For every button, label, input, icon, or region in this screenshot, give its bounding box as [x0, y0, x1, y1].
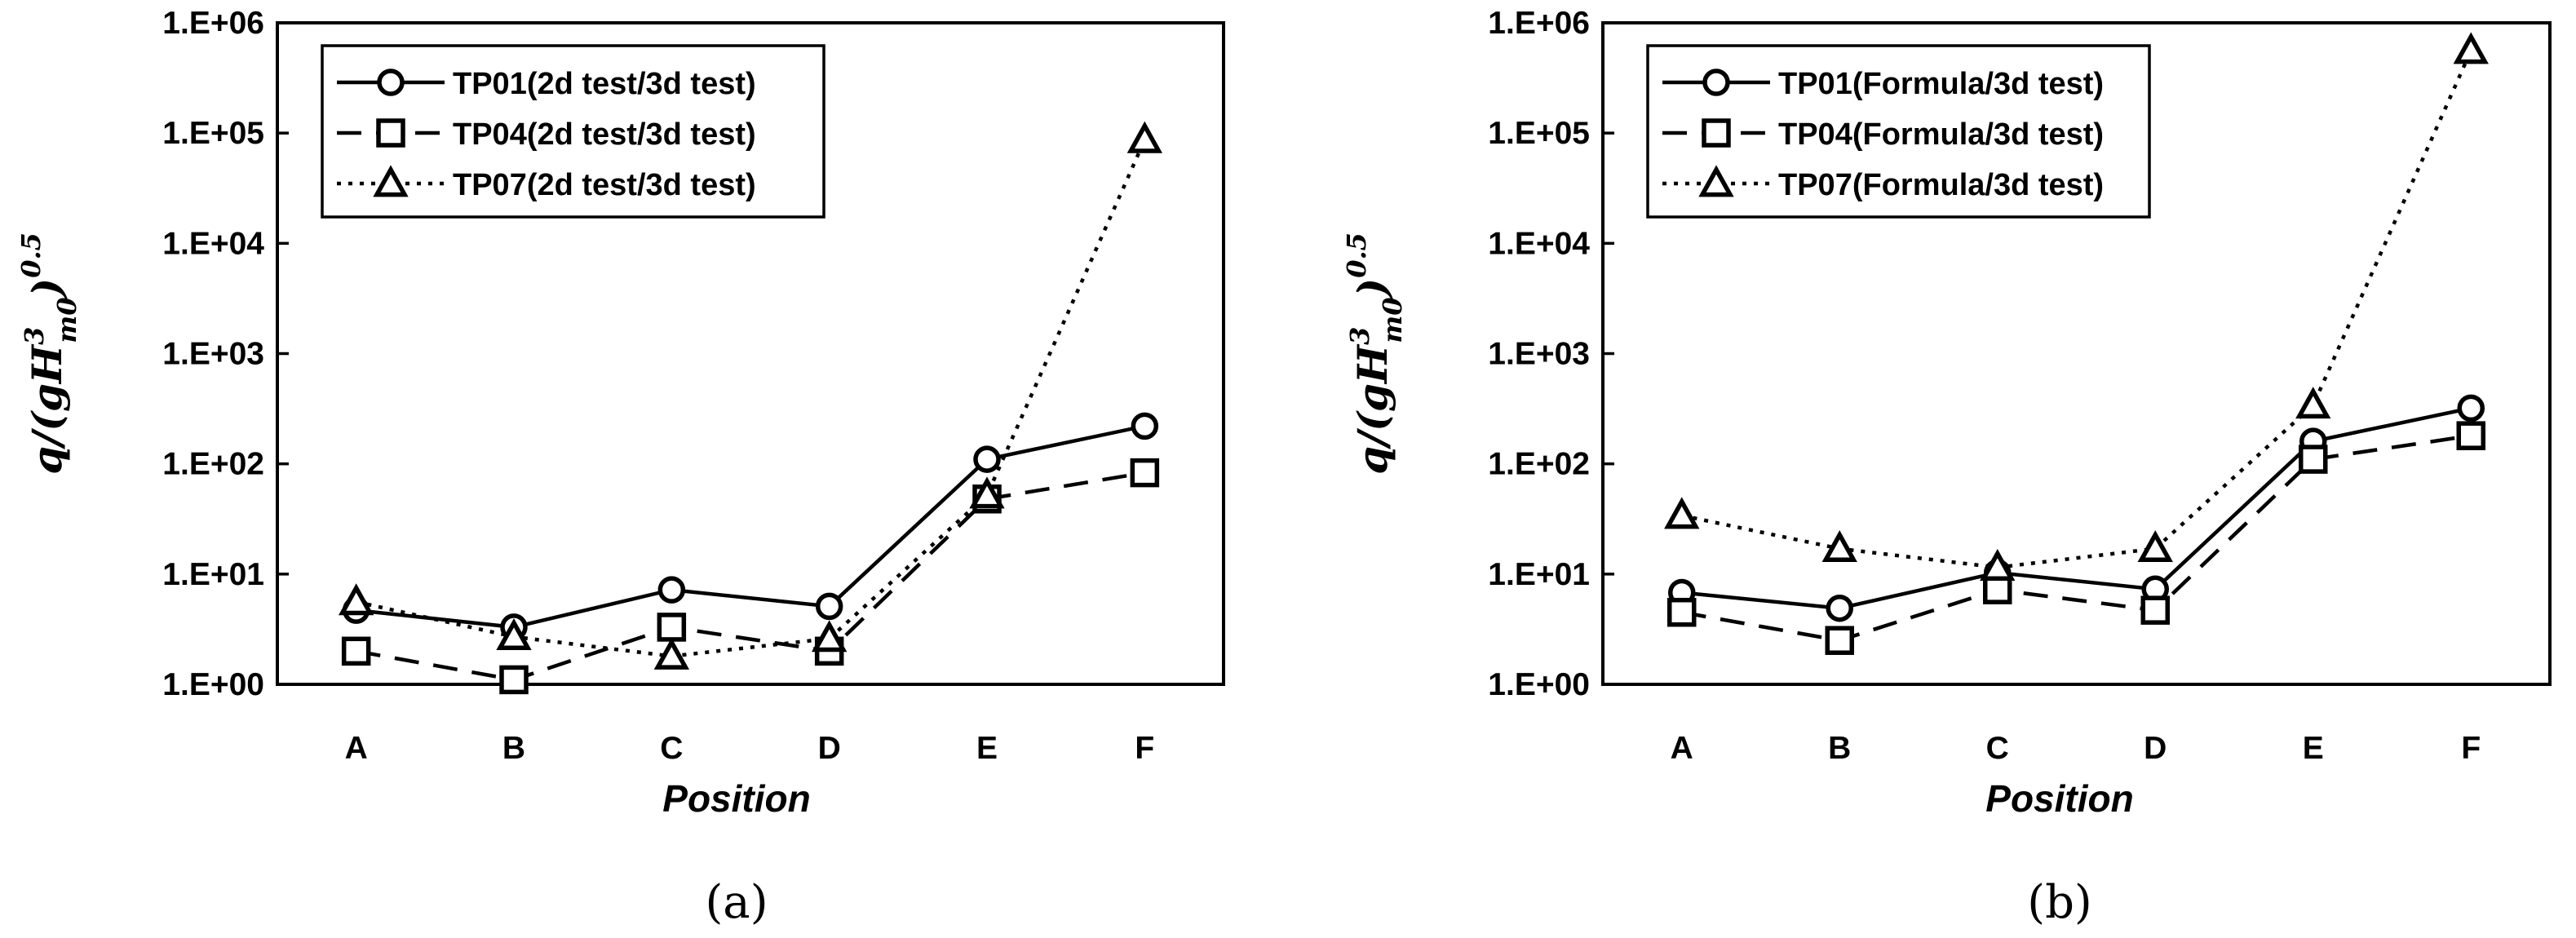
data-point-square	[499, 665, 529, 695]
data-point-square	[1825, 626, 1854, 655]
data-point-circle	[1826, 594, 1853, 622]
legend-marker-circle	[1702, 69, 1730, 96]
legend: TP01(2d test/3d test) TP04(2d test/3d tes…	[321, 44, 825, 219]
y-tick-label: 1.E+00	[162, 667, 264, 702]
data-point-triangle	[653, 637, 690, 670]
y-tick-label: 1.E+01	[162, 557, 264, 592]
series-line-square	[1681, 433, 2472, 643]
x-axis-title: Position	[662, 777, 810, 820]
legend-label: TP04(Formula/3d test)	[1778, 117, 2104, 152]
y-tick-label: 1.E+00	[1488, 667, 1590, 702]
x-tick-label: A	[345, 731, 368, 766]
data-point-square	[1130, 458, 1160, 488]
data-point-square	[341, 636, 371, 666]
legend-label: TP04(2d test/3d test)	[453, 117, 756, 152]
panel-label: (b)	[2027, 876, 2092, 929]
data-point-square	[2140, 595, 2170, 625]
panel-label: (a)	[705, 876, 768, 929]
y-axis-title: q/(gH3m0)0.5	[1341, 232, 1408, 475]
data-point-triangle	[969, 476, 1005, 509]
series-line-circle	[356, 424, 1145, 630]
data-point-triangle	[338, 583, 374, 616]
series-line-triangle	[1681, 50, 2473, 569]
legend-marker-circle	[377, 69, 405, 96]
x-tick-label: F	[2461, 731, 2481, 766]
data-point-square	[657, 613, 687, 642]
data-point-circle	[815, 592, 843, 621]
x-tick-label: F	[1135, 731, 1154, 766]
data-point-triangle	[2295, 387, 2331, 419]
legend-label: TP01(Formula/3d test)	[1778, 67, 2104, 101]
data-point-square	[2456, 421, 2485, 450]
x-tick-label: D	[818, 731, 841, 766]
data-point-triangle	[1664, 497, 1700, 529]
data-point-triangle	[496, 618, 532, 651]
x-tick-label: B	[1828, 731, 1851, 766]
chart-panel-2: 1.E+00 1.E+01 1.E+02 1.E+03 1.E+04 1.E+05 1.E+…	[1341, 6, 2552, 929]
data-point-circle	[973, 445, 1001, 473]
legend-label: TP01(2d test/3d test)	[453, 67, 756, 101]
x-tick-label: B	[502, 731, 525, 766]
x-tick-label: A	[1671, 731, 1693, 766]
y-tick-label: 1.E+02	[1488, 447, 1590, 482]
data-point-circle	[2457, 394, 2485, 423]
data-point-triangle	[2137, 530, 2173, 563]
legend-marker-triangle	[1698, 165, 1734, 197]
y-tick-label: 1.E+05	[162, 116, 264, 151]
data-point-circle	[1131, 412, 1159, 440]
data-point-square	[1667, 597, 1697, 627]
legend: TP01(Formula/3d test) TP04(Formula/3d tes…	[1646, 44, 2151, 219]
data-point-triangle	[1821, 530, 1857, 563]
y-tick-label: 1.E+03	[162, 337, 264, 372]
data-point-square	[1983, 575, 2012, 604]
legend-box	[321, 44, 825, 219]
chart-panel-1: 1.E+00 1.E+01 1.E+02 1.E+03 1.E+04 1.E+05 1.E+…	[15, 6, 1225, 929]
legend-label: TP07(Formula/3d test)	[1778, 168, 2104, 202]
y-axis-title: q/(gH3m0)0.5	[15, 232, 82, 475]
y-tick-label: 1.E+01	[1488, 557, 1590, 592]
series-line-square	[356, 471, 1145, 682]
x-tick-label: C	[660, 731, 683, 766]
series-line-triangle	[356, 139, 1147, 658]
y-tick-label: 1.E+02	[162, 447, 264, 482]
legend-box	[1646, 44, 2151, 219]
legend-label: TP07(2d test/3d test)	[453, 168, 756, 202]
data-point-triangle	[811, 620, 848, 653]
x-tick-label: D	[2144, 731, 2167, 766]
data-point-triangle	[1980, 548, 2016, 581]
data-point-circle	[657, 576, 686, 604]
series-line-circle	[1681, 406, 2472, 610]
data-point-square	[2299, 445, 2328, 474]
y-tick-label: 1.E+05	[1488, 116, 1590, 151]
x-tick-label: C	[1986, 731, 2009, 766]
x-axis-title: Position	[1985, 777, 2133, 820]
data-point-triangle	[1126, 121, 1163, 153]
y-tick-label: 1.E+03	[1488, 337, 1590, 372]
data-point-triangle	[2453, 32, 2489, 64]
y-tick-label: 1.E+06	[162, 6, 264, 41]
y-tick-label: 1.E+06	[1488, 6, 1590, 41]
x-tick-label: E	[976, 731, 998, 766]
x-tick-label: E	[2303, 731, 2324, 766]
legend-marker-square	[1702, 118, 1731, 148]
y-tick-label: 1.E+04	[162, 226, 264, 261]
y-tick-label: 1.E+04	[1488, 226, 1590, 261]
legend-marker-triangle	[373, 165, 409, 197]
legend-marker-square	[376, 118, 405, 148]
